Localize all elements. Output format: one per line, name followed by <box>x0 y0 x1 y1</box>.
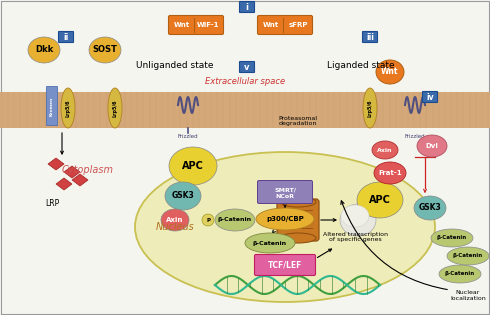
FancyBboxPatch shape <box>240 2 254 13</box>
Ellipse shape <box>28 37 60 63</box>
FancyBboxPatch shape <box>422 91 438 102</box>
Ellipse shape <box>439 265 481 283</box>
Ellipse shape <box>447 247 489 265</box>
Text: Proteasomal: Proteasomal <box>278 116 318 121</box>
Text: Frizzled: Frizzled <box>178 134 198 139</box>
Text: GSK3: GSK3 <box>172 192 195 201</box>
Text: Lrp5/6: Lrp5/6 <box>368 99 372 117</box>
FancyBboxPatch shape <box>254 255 316 276</box>
Ellipse shape <box>340 204 376 236</box>
Text: Frat-1: Frat-1 <box>378 170 402 176</box>
Text: Wnt: Wnt <box>263 22 279 28</box>
Ellipse shape <box>357 182 403 218</box>
Ellipse shape <box>417 135 447 157</box>
Text: iv: iv <box>426 93 434 101</box>
Text: β-Catenin: β-Catenin <box>437 236 467 240</box>
Text: Wnt: Wnt <box>174 22 190 28</box>
Text: TCF/LEF: TCF/LEF <box>268 261 302 270</box>
Polygon shape <box>64 166 80 178</box>
Text: i: i <box>245 3 248 12</box>
Text: Dkk: Dkk <box>35 45 53 54</box>
Text: SMRT/: SMRT/ <box>274 187 296 192</box>
Ellipse shape <box>431 229 473 247</box>
FancyBboxPatch shape <box>169 15 223 35</box>
Text: NCoR: NCoR <box>275 193 294 198</box>
Text: β-Catenin: β-Catenin <box>218 217 252 222</box>
Text: p300/CBP: p300/CBP <box>266 216 304 222</box>
Text: Liganded state: Liganded state <box>327 61 395 70</box>
FancyBboxPatch shape <box>0 92 490 128</box>
Text: Nuclear
localization: Nuclear localization <box>450 290 486 301</box>
Text: Kremen: Kremen <box>50 96 54 116</box>
FancyBboxPatch shape <box>277 199 319 241</box>
Ellipse shape <box>341 205 369 227</box>
Text: Unliganded state: Unliganded state <box>136 61 214 70</box>
Text: P: P <box>206 217 210 222</box>
Polygon shape <box>48 158 64 170</box>
FancyBboxPatch shape <box>258 180 313 203</box>
Text: Nucleus: Nucleus <box>156 222 195 232</box>
Text: β-Catenin: β-Catenin <box>445 272 475 277</box>
Ellipse shape <box>245 233 295 253</box>
Polygon shape <box>72 174 88 186</box>
Ellipse shape <box>376 60 404 84</box>
Text: β-Catenin: β-Catenin <box>453 254 483 259</box>
Text: LRP: LRP <box>45 198 59 208</box>
Text: APC: APC <box>182 161 204 171</box>
Text: APC: APC <box>369 195 391 205</box>
Polygon shape <box>56 178 72 190</box>
Ellipse shape <box>61 88 75 128</box>
Ellipse shape <box>372 141 398 159</box>
Text: SOST: SOST <box>93 45 118 54</box>
Text: Lrp5/6: Lrp5/6 <box>113 99 118 117</box>
Text: GSK3: GSK3 <box>418 203 441 213</box>
Text: Lrp5/6: Lrp5/6 <box>66 99 71 117</box>
Text: Dvl: Dvl <box>425 143 439 149</box>
FancyBboxPatch shape <box>258 15 313 35</box>
Ellipse shape <box>202 214 214 226</box>
Text: Wnt: Wnt <box>381 67 399 77</box>
Ellipse shape <box>280 197 316 207</box>
Text: degradation: degradation <box>279 122 317 127</box>
Text: sFRP: sFRP <box>288 22 308 28</box>
Ellipse shape <box>161 209 189 231</box>
Ellipse shape <box>256 208 314 230</box>
Text: Cytoplasm: Cytoplasm <box>62 165 114 175</box>
Text: ii: ii <box>63 32 69 42</box>
Ellipse shape <box>165 182 201 210</box>
Ellipse shape <box>280 233 316 243</box>
Text: Extracellular space: Extracellular space <box>205 77 285 86</box>
Ellipse shape <box>89 37 121 63</box>
Ellipse shape <box>135 152 435 302</box>
Ellipse shape <box>374 162 406 184</box>
Ellipse shape <box>414 196 446 220</box>
FancyBboxPatch shape <box>58 32 74 43</box>
Text: β-Catenin: β-Catenin <box>253 240 287 245</box>
FancyBboxPatch shape <box>240 61 254 72</box>
Text: WIF-1: WIF-1 <box>197 22 219 28</box>
Text: Altered transcription
of specific genes: Altered transcription of specific genes <box>322 232 388 243</box>
Ellipse shape <box>215 209 255 231</box>
Text: v: v <box>244 62 250 72</box>
Text: iii: iii <box>366 32 374 42</box>
Ellipse shape <box>108 88 122 128</box>
FancyBboxPatch shape <box>47 87 57 125</box>
Text: Axin: Axin <box>377 147 393 152</box>
FancyBboxPatch shape <box>363 32 377 43</box>
Text: Frizzled: Frizzled <box>405 134 425 139</box>
Ellipse shape <box>169 147 217 185</box>
Text: Axin: Axin <box>166 217 184 223</box>
Ellipse shape <box>363 88 377 128</box>
